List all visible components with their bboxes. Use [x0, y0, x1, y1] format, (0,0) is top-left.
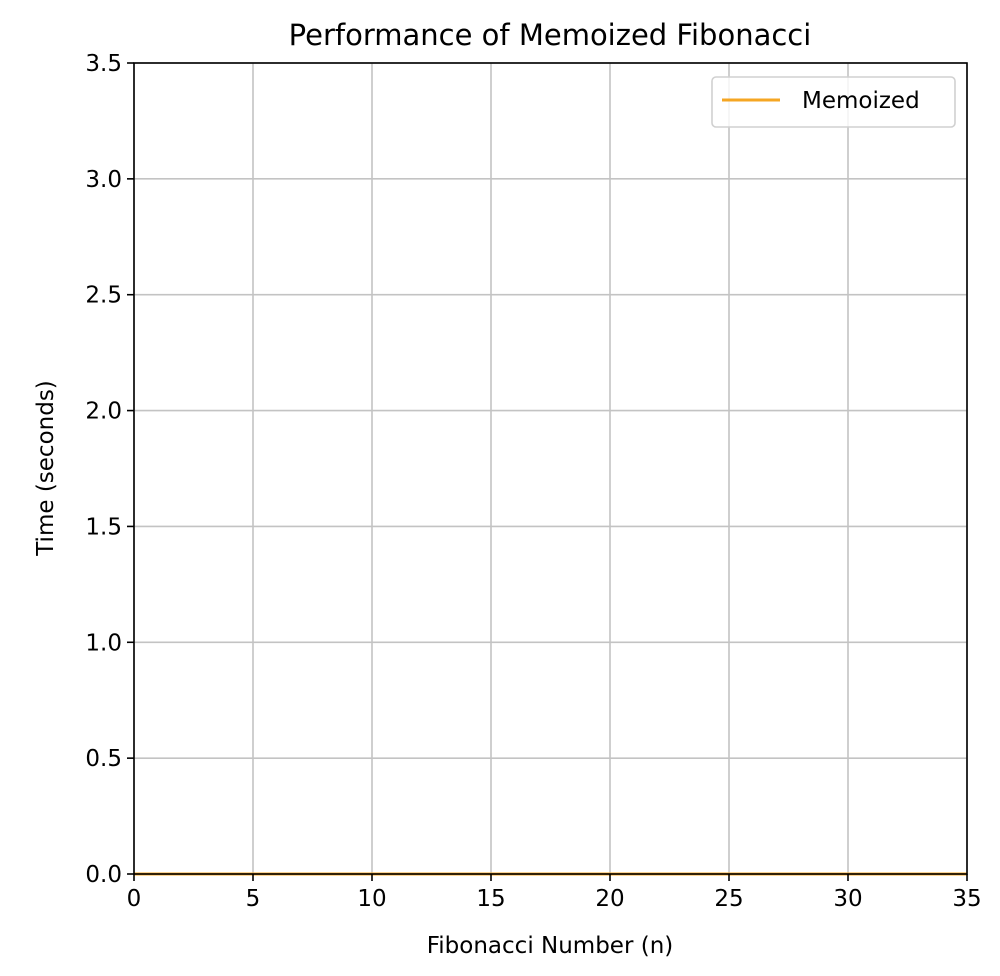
y-tick-label: 1.0 — [85, 630, 122, 656]
grid-layer — [133, 62, 968, 875]
x-tick-label: 5 — [246, 886, 261, 912]
x-tick-label: 20 — [595, 886, 624, 912]
y-tick-label: 3.5 — [85, 51, 122, 77]
x-tick-label: 30 — [833, 886, 862, 912]
legend: Memoized — [711, 76, 956, 128]
y-tick-label: 2.0 — [85, 399, 122, 425]
y-tick-label: 3.0 — [85, 167, 122, 193]
y-tick-label: 0.0 — [85, 862, 122, 888]
x-axis-label: Fibonacci Number (n) — [427, 933, 674, 959]
x-tick-label: 25 — [714, 886, 743, 912]
x-tick-label: 10 — [357, 886, 386, 912]
y-tick-label: 1.5 — [85, 514, 122, 540]
y-axis-label: Time (seconds) — [33, 380, 59, 557]
plot-frame — [133, 62, 968, 875]
x-tick-label: 0 — [127, 886, 142, 912]
legend-label-memoized: Memoized — [802, 88, 920, 114]
tick-layer: 0 5 10 15 20 25 30 35 0.0 0.5 1.0 1.5 2.0 2.5 3.0 3.5 — [85, 51, 981, 912]
y-tick-label: 2.5 — [85, 283, 122, 309]
chart-title: Performance of Memoized Fibonacci — [289, 18, 812, 52]
x-tick-label: 15 — [476, 886, 505, 912]
legend-box — [711, 76, 956, 128]
x-tick-label: 35 — [952, 886, 981, 912]
y-tick-label: 0.5 — [85, 746, 122, 772]
